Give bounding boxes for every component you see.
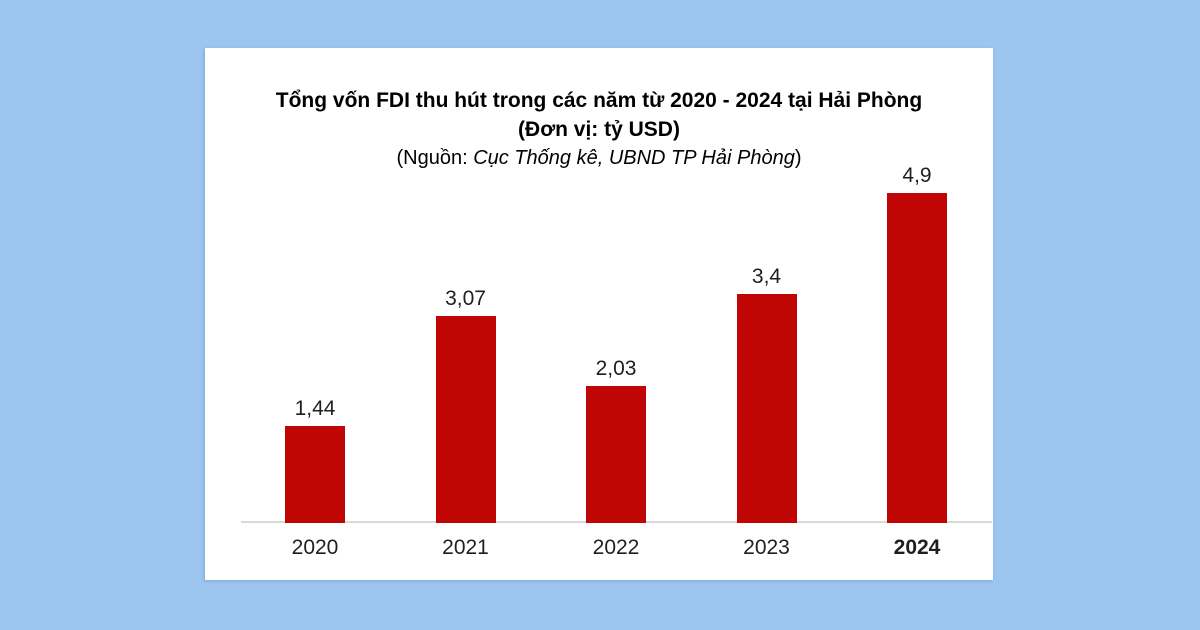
bar-2024: [887, 193, 947, 523]
x-axis-label-2022: 2022: [592, 536, 640, 559]
chart-title: Tổng vốn FDI thu hút trong các năm từ 20…: [275, 89, 923, 112]
chart-source-prefix: (Nguồn:: [396, 147, 474, 169]
bar-2020: [285, 426, 345, 523]
bar-2022: [586, 386, 646, 523]
chart-source: (Nguồn: Cục Thống kê, UBND TP Hải Phòng): [205, 144, 993, 173]
bar-value-label-2022: 2,03: [595, 357, 637, 380]
bar-value-label-2023: 3,4: [751, 265, 782, 288]
bar-chart-plot: 1,44 3,07 2,03 3,4 4,9: [205, 48, 993, 523]
bar-value-label-2020: 1,44: [294, 397, 336, 420]
chart-subtitle: (Đơn vị: tỷ USD): [518, 118, 680, 141]
bar-group-2022: 2,03: [562, 357, 670, 523]
chart-source-suffix: ): [794, 147, 802, 169]
bar-2021: [435, 316, 496, 523]
x-axis-label-2020: 2020: [291, 536, 339, 559]
bar-group-2024: 4,9: [863, 164, 971, 523]
x-axis-label-2024: 2024: [893, 536, 941, 559]
chart-card: 1,44 3,07 2,03 3,4 4,9 2020 2021 2022 2023 2024 …: [205, 48, 993, 580]
bar-value-label-2021: 3,07: [445, 287, 486, 310]
x-axis-label-2021: 2021: [442, 536, 489, 559]
x-axis-label-2023: 2023: [743, 536, 790, 559]
bar-group-2020: 1,44: [261, 397, 369, 523]
chart-source-name: Cục Thống kê, UBND TP Hải Phòng: [473, 147, 795, 169]
bar-value-label-2024: 4,9: [902, 164, 932, 187]
bar-group-2023: 3,4: [713, 265, 821, 523]
bar-2023: [736, 294, 797, 523]
bar-group-2021: 3,07: [412, 287, 520, 523]
chart-header: Tổng vốn FDI thu hút trong các năm từ 20…: [205, 86, 993, 173]
